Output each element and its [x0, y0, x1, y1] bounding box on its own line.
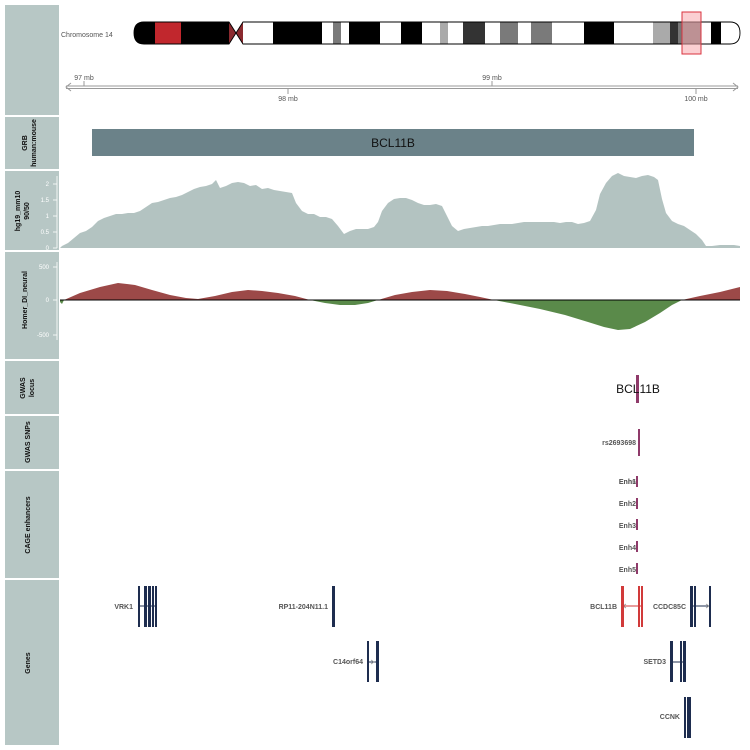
grb-feature-bar: [92, 129, 694, 156]
enh4-marker: [636, 541, 638, 552]
homer-axis: 500 0 -500: [37, 262, 58, 340]
conservation-label-1: hg19_mm10: [15, 191, 22, 232]
gene-label-rp11: RP11-204N11.1: [279, 604, 329, 611]
gwas-locus-label-panel: [5, 361, 59, 414]
gwas-locus-track: BCL11B: [616, 375, 660, 403]
ideogram-label-panel: [5, 5, 59, 115]
genes-track: VRK1 RP11-204N11.1 BCL11B CCDC85C: [114, 586, 711, 738]
conservation-label-panel: [5, 171, 59, 250]
homer-tick-500: 500: [39, 265, 50, 271]
enh6-label: Enh6: [619, 479, 636, 486]
gwas-locus-label-2: locus: [29, 379, 36, 397]
conservation-track: [60, 173, 740, 248]
gene-label-bcl11b: BCL11B: [590, 604, 617, 611]
grb-track: BCL11B: [92, 129, 694, 156]
ideogram-highlight: [681, 11, 702, 55]
axis-tick-99mb: 99 mb: [482, 75, 502, 82]
conservation-area: [60, 173, 740, 248]
enh1-label: Enh1: [619, 479, 636, 486]
gene-label-vrk1: VRK1: [114, 604, 133, 611]
grb-label-2: human:mouse: [31, 119, 38, 167]
cons-tick-05: 0.5: [41, 230, 50, 236]
gene-label-ccnk: CCNK: [660, 714, 680, 721]
homer-label: Homer_DI_neural: [22, 271, 29, 329]
conservation-axis: 0 0.5 1 1.5 2: [41, 176, 58, 252]
enh3-marker: [636, 519, 638, 530]
grb-label-panel: [5, 117, 59, 169]
gene-vrk1: VRK1: [114, 586, 157, 627]
gwas-locus-label-1: GWAS: [20, 377, 27, 399]
gene-c14orf64: C14orf64: [333, 641, 379, 682]
homer-track: [60, 283, 740, 330]
axis-tick-97mb: 97 mb: [74, 75, 94, 82]
cons-tick-1: 1: [46, 214, 50, 220]
cage-label: CAGE enhancers: [25, 496, 32, 553]
genes-label: Genes: [25, 652, 32, 674]
genes-label-panel: [5, 580, 59, 745]
cons-tick-0: 0: [46, 246, 50, 252]
cons-tick-15: 1.5: [41, 198, 50, 204]
cons-tick-2: 2: [46, 182, 50, 188]
gwas-snp-marker: [638, 429, 640, 456]
gene-ccdc85c: CCDC85C: [653, 586, 711, 627]
gwas-locus-marker: [636, 375, 639, 403]
chromosome-ideogram: [133, 11, 741, 55]
grb-label-1: GRB: [22, 135, 29, 151]
cage-label-panel: [5, 471, 59, 578]
gene-bcl11b: BCL11B: [590, 586, 643, 627]
genome-axis: 97 mb 99 mb 98 mb 100 mb: [65, 75, 739, 103]
cage-track: Enh6 Enh1 Enh2 Enh3 Enh4 Enh5: [619, 476, 638, 574]
enh5-marker: [636, 563, 638, 574]
grb-feature-label: BCL11B: [371, 136, 415, 150]
homer-tick-0: 0: [46, 298, 50, 304]
homer-label-panel: [5, 252, 59, 359]
gene-ccnk: CCNK: [660, 697, 691, 738]
gene-label-setd3: SETD3: [643, 659, 666, 666]
gene-label-c14orf64: C14orf64: [333, 659, 363, 666]
gene-rp11-204n11-1: RP11-204N11.1: [279, 586, 335, 627]
enh5-label: Enh5: [619, 567, 636, 574]
enh3-label: Enh3: [619, 523, 636, 530]
gene-label-ccdc85c: CCDC85C: [653, 604, 686, 611]
conservation-label-2: 90/50: [24, 202, 31, 220]
enh1-marker: [636, 476, 638, 487]
gene-setd3: SETD3: [643, 641, 686, 682]
homer-tick-neg500: -500: [37, 333, 50, 339]
gwas-locus-label: BCL11B: [616, 382, 660, 396]
axis-tick-100mb: 100 mb: [684, 96, 707, 103]
homer-positive-area: [64, 283, 740, 300]
enh4-label: Enh4: [619, 545, 636, 552]
chromosome-label: Chromosome 14: [61, 32, 113, 39]
gwas-snps-label-panel: [5, 416, 59, 469]
gwas-snp-label: rs2693698: [602, 440, 636, 447]
gwas-snps-label: GWAS SNPs: [25, 421, 32, 463]
enh2-marker: [636, 498, 638, 509]
homer-negative-area: [60, 300, 682, 330]
gwas-snps-track: rs2693698: [602, 429, 640, 456]
axis-tick-98mb: 98 mb: [278, 96, 298, 103]
enh2-label: Enh2: [619, 501, 636, 508]
